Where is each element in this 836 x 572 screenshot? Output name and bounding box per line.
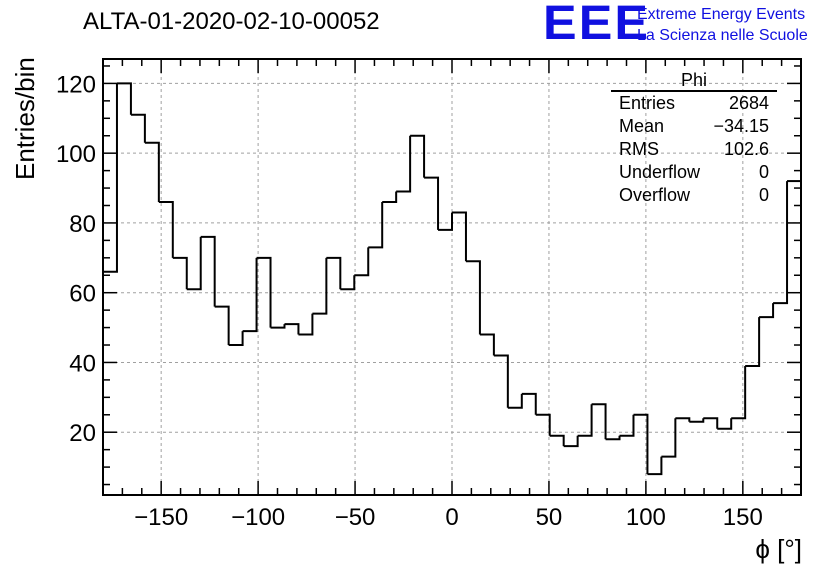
histogram-bin — [214, 305, 230, 346]
stats-value: −34.15 — [713, 116, 769, 136]
histogram-bin — [424, 176, 440, 230]
histogram-bin — [396, 135, 412, 193]
histogram-bin — [144, 141, 160, 203]
histogram-bin — [312, 257, 328, 315]
histogram-bin — [479, 333, 495, 356]
logo-caption-line2: La Scienza nelle Scuole — [637, 27, 808, 44]
plot-frame — [102, 58, 802, 496]
stats-title: Phi — [611, 70, 777, 92]
eee-logo: EEE — [543, 0, 651, 50]
stats-label: Overflow — [619, 185, 691, 205]
histogram-bin — [703, 417, 719, 429]
histogram-bin — [298, 313, 314, 336]
stats-row-rms: RMS 102.6 — [609, 138, 777, 161]
histogram-bin — [549, 434, 565, 447]
histogram-bin — [507, 393, 523, 409]
histogram-bin — [102, 83, 118, 495]
histogram-bin — [647, 456, 663, 476]
histogram-bin — [689, 418, 705, 423]
histogram-bin — [270, 324, 286, 329]
tick-labels: −150 −100 −50 0 50 100 150 20 40 60 80 100 120 — [56, 71, 763, 531]
histogram-bin — [661, 418, 677, 458]
histogram-bin — [130, 113, 146, 143]
histogram-bin — [465, 260, 481, 335]
x-tick-label: −50 — [335, 504, 376, 531]
stats-label: Underflow — [619, 162, 701, 182]
stats-row-underflow: Underflow 0 — [609, 161, 777, 184]
histogram-bin — [228, 331, 244, 347]
x-tick-label: 150 — [723, 504, 763, 531]
histogram-bin — [158, 201, 174, 258]
logo-caption-line1: Extreme Energy Events — [637, 6, 806, 23]
stats-row-entries: Entries 2684 — [609, 92, 777, 115]
histogram-bin — [438, 212, 453, 231]
y-tick-label: 40 — [69, 350, 96, 377]
histogram-bin — [172, 256, 188, 290]
stats-value: 0 — [758, 162, 769, 182]
histogram-bin — [326, 256, 342, 290]
histogram-bin — [745, 317, 761, 367]
stats-row-mean: Mean −34.15 — [609, 115, 777, 138]
logo-caption: Extreme Energy Events La Scienza nelle S… — [637, 4, 808, 46]
histogram-bin — [242, 257, 258, 333]
y-axis-label: Entries/bin — [10, 57, 40, 180]
histogram-bin — [493, 354, 509, 408]
histogram-bin — [452, 211, 467, 262]
histogram-bin — [410, 134, 426, 178]
x-tick-label: 100 — [626, 504, 666, 531]
x-tick-label: 0 — [445, 504, 458, 531]
x-tick-label: −100 — [231, 504, 285, 531]
grid-lines — [103, 59, 801, 495]
y-tick-label: 60 — [69, 281, 96, 308]
histogram-bin — [382, 191, 398, 204]
histogram-bin — [605, 435, 621, 441]
y-tick-label: 80 — [69, 211, 96, 238]
stats-value: 2684 — [728, 93, 769, 113]
plot-title: ALTA-01-2020-02-10-00052 — [83, 8, 380, 35]
histogram-bin — [521, 392, 537, 415]
histogram-bin — [535, 413, 551, 436]
histogram-bin — [340, 275, 356, 291]
histogram-bins — [102, 82, 801, 495]
histogram-bin — [619, 414, 635, 437]
histogram-bin — [773, 181, 789, 305]
y-tick-label: 20 — [69, 420, 96, 447]
stats-label: Entries — [619, 93, 676, 113]
stats-value: 0 — [758, 185, 769, 205]
histogram-bin — [116, 82, 132, 115]
stats-row-overflow: Overflow 0 — [609, 184, 777, 207]
stats-label: Mean — [619, 116, 665, 136]
histogram-bin — [256, 256, 272, 328]
stats-label: RMS — [619, 139, 659, 159]
histogram-bin — [759, 303, 775, 319]
y-tick-label: 120 — [56, 71, 96, 98]
x-axis-label: ϕ [°] — [755, 534, 802, 564]
histogram-bin — [675, 417, 691, 422]
histogram-bin — [200, 235, 216, 307]
histogram-bin — [563, 435, 579, 448]
x-tick-label: −150 — [134, 504, 188, 531]
y-tick-label: 100 — [56, 141, 96, 168]
histogram-bin — [368, 202, 384, 249]
histogram-bin — [186, 236, 202, 291]
histogram-bin — [717, 418, 733, 430]
histogram-bin — [633, 413, 649, 475]
histogram-bin — [591, 403, 607, 440]
histogram-bin — [354, 247, 370, 277]
histogram-bin — [284, 323, 300, 335]
stats-value: 102.6 — [723, 139, 769, 159]
histogram-bin — [731, 365, 747, 420]
stats-box: Phi Entries 2684 Mean −34.15 RMS 102.6 U… — [609, 70, 777, 207]
histogram-bin — [577, 404, 593, 437]
x-tick-label: 50 — [536, 504, 563, 531]
